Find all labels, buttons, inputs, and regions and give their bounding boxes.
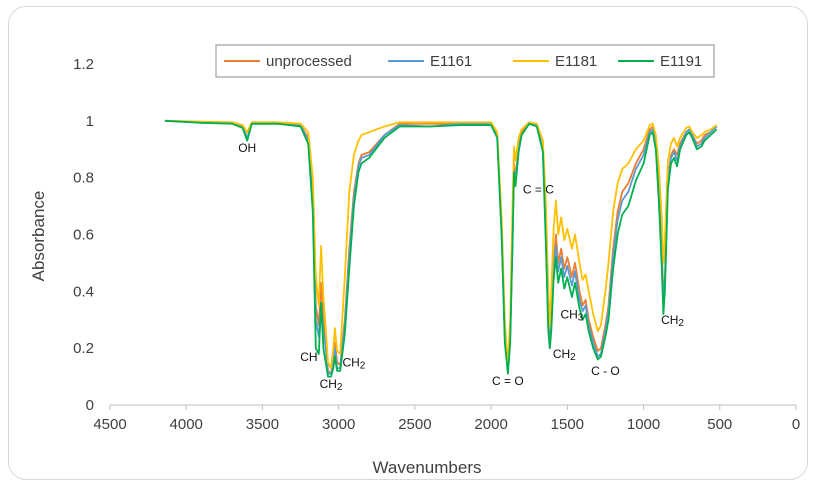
plot-lines <box>164 119 718 378</box>
peak-annotation: OH <box>238 141 256 155</box>
x-tick-label: 0 <box>792 416 800 433</box>
legend-label: E1191 <box>660 53 702 70</box>
legend-label: E1181 <box>555 53 597 70</box>
y-axis-title: Absorbance <box>29 191 48 282</box>
peak-annotation: C = C <box>523 182 554 196</box>
x-tick-label: 4500 <box>93 416 126 433</box>
y-tick-label: 0.6 <box>73 227 94 244</box>
peak-annotation: CH2 <box>553 347 576 363</box>
x-axis-title: Wavenumbers <box>373 458 482 477</box>
legend-label: E1161 <box>430 53 472 70</box>
x-tick-label: 500 <box>707 416 732 433</box>
peak-annotation: CH2 <box>661 313 684 329</box>
x-tick-label: 3500 <box>246 416 279 433</box>
x-tick-label: 3000 <box>322 416 355 433</box>
legend: unprocessed E1161 E1181 E1191 <box>215 44 715 78</box>
x-tick-label: 1500 <box>551 416 584 433</box>
series-line-e1181 <box>164 119 718 369</box>
y-tick-label: 1.2 <box>73 56 94 73</box>
chart-frame <box>8 6 808 480</box>
y-tick-label: 0.2 <box>73 340 94 357</box>
series-line-e1191 <box>164 119 718 378</box>
axes: 4500 4000 3500 3000 2500 2000 1500 1000 500 0 0 0.2… <box>73 56 800 433</box>
peak-annotation: CH <box>300 350 317 364</box>
peak-annotation: C = O <box>492 374 524 388</box>
x-tick-label: 1000 <box>627 416 660 433</box>
y-tick-label: 1 <box>86 113 94 130</box>
x-tick-label: 2500 <box>398 416 431 433</box>
series-line-e1161 <box>164 119 718 375</box>
x-tick-label: 4000 <box>170 416 203 433</box>
y-tick-label: 0.8 <box>73 170 94 187</box>
series-line-unprocessed <box>164 119 718 375</box>
legend-label: unprocessed <box>266 53 352 70</box>
x-tick-label: 2000 <box>474 416 507 433</box>
peak-annotation: CH2 <box>342 356 365 372</box>
peak-annotation: CH2 <box>320 377 343 393</box>
y-tick-label: 0 <box>86 397 94 414</box>
peak-annotation: C - O <box>591 364 620 378</box>
y-tick-label: 0.4 <box>73 283 94 300</box>
